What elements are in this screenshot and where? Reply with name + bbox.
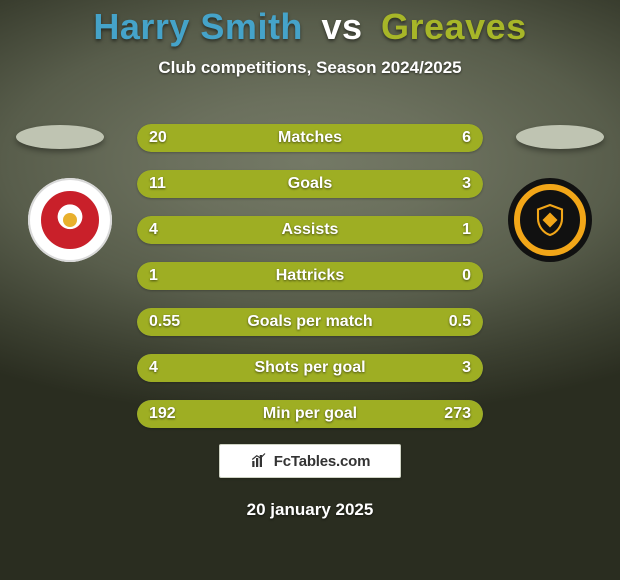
stat-label: Assists xyxy=(137,216,483,244)
subtitle: Club competitions, Season 2024/2025 xyxy=(0,58,620,78)
stat-label: Matches xyxy=(137,124,483,152)
team-crest-left xyxy=(20,170,120,270)
team-crest-right xyxy=(500,170,600,270)
stat-label: Min per goal xyxy=(137,400,483,428)
stat-bar: 192273Min per goal xyxy=(137,400,483,428)
stat-label: Shots per goal xyxy=(137,354,483,382)
source-badge: FcTables.com xyxy=(219,444,401,478)
stat-bars-container: 206Matches 113Goals 41Assists 10Hattricks 0.… xyxy=(137,124,483,446)
comparison-title: Harry Smith vs Greaves xyxy=(0,0,620,48)
crest-shadow-right xyxy=(516,125,604,149)
crest-shadow-left xyxy=(16,125,104,149)
shield-icon xyxy=(532,202,568,238)
stat-bar: 206Matches xyxy=(137,124,483,152)
footer-date: 20 january 2025 xyxy=(0,500,620,520)
source-label: FcTables.com xyxy=(274,453,371,470)
stat-label: Goals per match xyxy=(137,308,483,336)
stat-label: Goals xyxy=(137,170,483,198)
stat-bar: 43Shots per goal xyxy=(137,354,483,382)
player2-name: Greaves xyxy=(381,6,527,47)
stat-bar: 0.550.5Goals per match xyxy=(137,308,483,336)
stat-bar: 10Hattricks xyxy=(137,262,483,290)
player1-name: Harry Smith xyxy=(93,6,303,47)
stat-bar: 41Assists xyxy=(137,216,483,244)
chart-icon xyxy=(250,452,268,470)
vs-separator: vs xyxy=(321,6,362,47)
stat-bar: 113Goals xyxy=(137,170,483,198)
stat-label: Hattricks xyxy=(137,262,483,290)
